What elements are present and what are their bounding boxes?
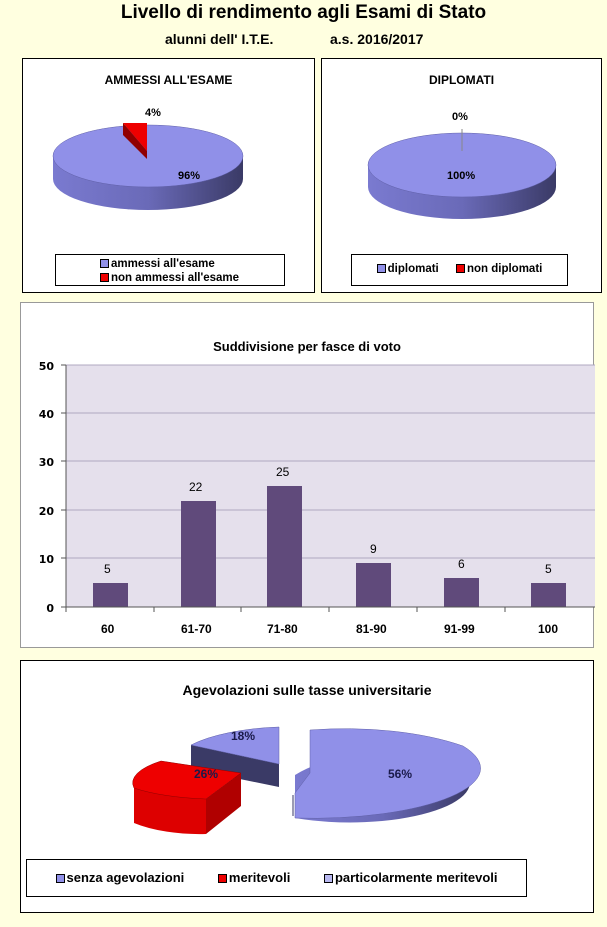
legend-item: senza agevolazioni xyxy=(55,870,185,885)
bar-value: 22 xyxy=(189,480,203,494)
legend-label: meritevoli xyxy=(228,870,291,885)
legend-item: meritevoli xyxy=(217,870,291,885)
legend-agevolazioni: senza agevolazioni meritevoli particolar… xyxy=(26,859,527,897)
pie-ammessi xyxy=(52,123,244,210)
chart-diplomati: DIPLOMATI 0% 100% diplomati non diplomat… xyxy=(321,58,602,293)
legend-label: non diplomati xyxy=(466,263,543,275)
bar-value: 5 xyxy=(104,562,111,576)
label-18: 18% xyxy=(231,729,256,743)
legend-label: senza agevolazioni xyxy=(66,870,185,885)
ytick: 0 xyxy=(46,602,54,615)
subtitle-year: a.s. 2016/2017 xyxy=(330,31,424,47)
swatch xyxy=(323,874,333,884)
pie-agevolazioni xyxy=(132,726,481,835)
legend-label: ammessi all'esame xyxy=(111,258,215,270)
page-title: Livello di rendimento agli Esami di Stat… xyxy=(120,2,487,23)
chart-title: AMMESSI ALL'ESAME xyxy=(104,73,233,87)
chart-title: Agevolazioni sulle tasse universitarie xyxy=(182,682,432,698)
label-96: 96% xyxy=(178,170,201,182)
xtick: 100 xyxy=(538,622,559,636)
bar-value: 5 xyxy=(545,562,552,576)
label-56: 56% xyxy=(388,767,413,781)
swatch xyxy=(455,264,465,274)
legend-item: particolarmente meritevoli xyxy=(323,870,498,885)
legend-item: ammessi all'esame xyxy=(100,257,284,271)
label-0: 0% xyxy=(452,111,468,123)
bar-plot: 50 40 30 20 10 0 xyxy=(39,360,595,615)
swatch xyxy=(55,874,65,884)
pie-diplomati xyxy=(367,129,557,219)
label-26: 26% xyxy=(194,767,219,781)
subtitle-school: alunni dell' I.T.E. xyxy=(165,31,274,47)
ytick: 10 xyxy=(39,553,55,566)
xtick: 61-70 xyxy=(181,622,212,636)
legend-diplomati: diplomati non diplomati xyxy=(351,254,568,286)
bar-value: 25 xyxy=(276,465,290,479)
ytick: 40 xyxy=(39,408,55,421)
xtick: 91-99 xyxy=(444,622,475,636)
ytick: 50 xyxy=(39,360,55,373)
legend-label: non ammessi all'esame xyxy=(111,272,240,284)
swatch xyxy=(100,273,109,283)
chart-ammessi: AMMESSI ALL'ESAME 4% 96% ammessi all'esa… xyxy=(22,58,315,293)
bar-value: 6 xyxy=(458,557,465,571)
xtick: 81-90 xyxy=(356,622,387,636)
swatch xyxy=(376,264,386,274)
xtick: 60 xyxy=(101,622,115,636)
bar-value: 9 xyxy=(370,542,377,556)
legend-label: particolarmente meritevoli xyxy=(334,870,498,885)
xtick: 71-80 xyxy=(267,622,298,636)
chart-title: Suddivisione per fasce di voto xyxy=(213,339,401,354)
ytick: 30 xyxy=(39,456,55,469)
legend-item: diplomati xyxy=(376,263,439,275)
legend-item: non ammessi all'esame xyxy=(100,271,284,285)
label-100: 100% xyxy=(447,170,476,182)
legend-ammessi: ammessi all'esame non ammessi all'esame xyxy=(55,254,285,286)
swatch xyxy=(100,259,109,269)
legend-item: non diplomati xyxy=(455,263,543,275)
ytick: 20 xyxy=(39,505,55,518)
chart-title: DIPLOMATI xyxy=(428,73,495,87)
label-4: 4% xyxy=(145,107,161,119)
swatch xyxy=(217,874,227,884)
chart-fasce-voto: Suddivisione per fasce di voto xyxy=(20,302,595,648)
chart-agevolazioni: Agevolazioni sulle tasse universitarie 1… xyxy=(20,660,594,913)
legend-label: diplomati xyxy=(387,263,439,275)
